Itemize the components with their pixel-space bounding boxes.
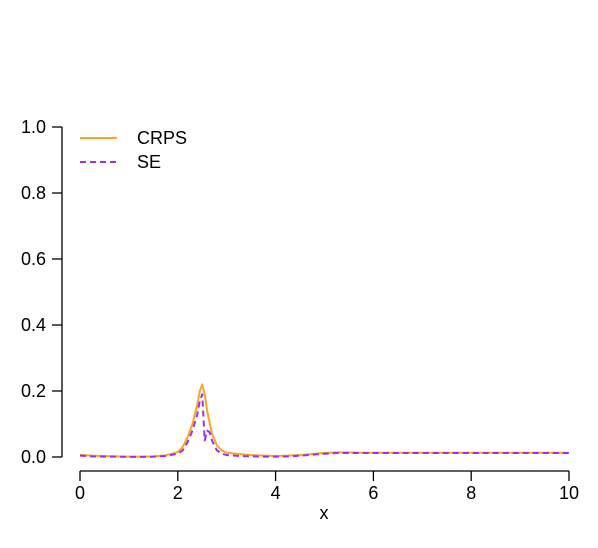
series-line-se — [79, 393, 569, 458]
x-tick-label: 10 — [559, 483, 579, 503]
y-tick-label: 1.0 — [21, 117, 46, 137]
y-tick-label: 0.4 — [21, 315, 46, 335]
y-axis-ticks: 0.0 0.2 0.4 0.6 0.8 1.0 — [21, 117, 62, 467]
legend-label-se: SE — [137, 152, 161, 172]
legend-label-crps: CRPS — [137, 128, 187, 148]
x-tick-label: 6 — [368, 483, 378, 503]
x-tick-label: 8 — [466, 483, 476, 503]
series-line-crps — [79, 383, 569, 458]
legend: CRPS SE — [80, 128, 187, 172]
x-tick-label: 2 — [173, 483, 183, 503]
y-tick-label: 0.2 — [21, 381, 46, 401]
x-tick-label: 0 — [75, 483, 85, 503]
y-tick-label: 0.0 — [21, 447, 46, 467]
x-axis-title: x — [320, 503, 329, 523]
y-tick-label: 0.8 — [21, 183, 46, 203]
x-tick-label: 4 — [271, 483, 281, 503]
plot-area — [79, 383, 569, 458]
y-tick-label: 0.6 — [21, 249, 46, 269]
x-axis-ticks: 0 2 4 6 8 10 — [75, 471, 579, 503]
